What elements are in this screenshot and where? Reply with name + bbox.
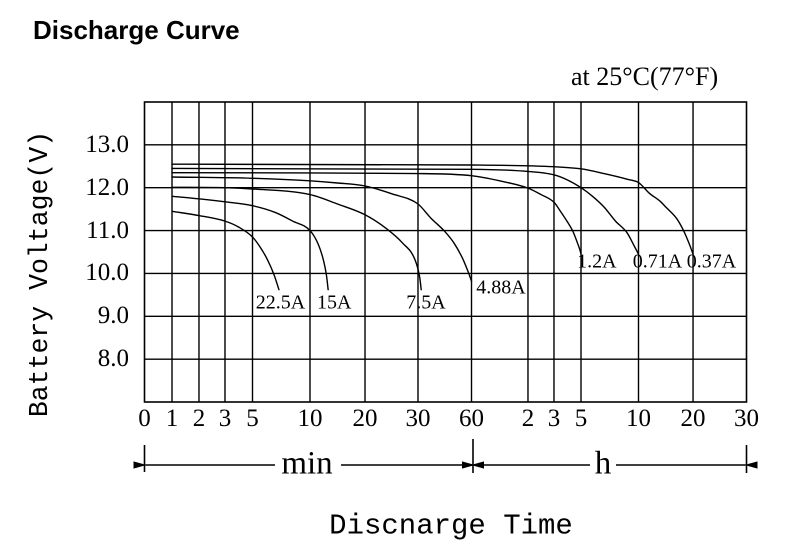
arrowhead-min-left <box>133 461 147 469</box>
y-tick-label-2: 11.0 <box>86 216 129 244</box>
chart-title: Discharge Curve <box>33 15 240 45</box>
plot-border <box>143 101 748 403</box>
x-axis-title: Discnarge Time <box>329 509 573 543</box>
curve-label-22.5A: 22.5A <box>255 291 306 314</box>
x-tick-label-13: 20 <box>680 405 706 432</box>
x-axis-unit-h: h <box>594 445 612 482</box>
curve-label-0.37A: 0.37A <box>686 250 737 273</box>
curve-0.37A <box>171 163 694 255</box>
x-axis-unit-min: min <box>281 445 333 482</box>
x-tick-label-11: 5 <box>574 405 588 432</box>
curve-label-1.2A: 1.2A <box>577 250 617 273</box>
curve-15A <box>171 195 329 291</box>
temperature-condition: at 25°C(77°F) <box>571 62 719 91</box>
y-tick-label-3: 10.0 <box>85 259 129 287</box>
x-tick-label-10: 3 <box>547 405 561 432</box>
y-tick-label-0: 13.0 <box>85 130 129 158</box>
x-tick-label-2: 2 <box>192 405 206 432</box>
x-tick-label-14: 30 <box>734 405 759 432</box>
x-tick-label-12: 10 <box>626 405 651 432</box>
x-tick-label-4: 5 <box>246 405 259 432</box>
x-tick-label-9: 2 <box>521 405 535 432</box>
x-tick-label-1: 1 <box>165 405 179 432</box>
curve-7.5A <box>171 186 422 291</box>
curve-label-7.5A: 7.5A <box>406 291 446 314</box>
curve-label-4.88A: 4.88A <box>476 276 526 299</box>
x-tick-label-3: 3 <box>218 405 232 432</box>
curve-1.2A <box>171 172 582 255</box>
x-tick-label-5: 10 <box>297 405 323 432</box>
arrowhead-min-right <box>471 461 484 469</box>
curve-4.88A <box>171 176 473 282</box>
x-tick-label-6: 20 <box>352 405 378 432</box>
curve-0.71A <box>171 167 640 255</box>
x-tick-label-7: 30 <box>405 405 431 432</box>
curve-label-15A: 15A <box>316 291 352 314</box>
x-tick-label-8: 60 <box>459 405 484 432</box>
arrowhead-h-left <box>462 461 475 469</box>
curve-label-0.71A: 0.71A <box>632 250 683 273</box>
y-tick-label-4: 9.0 <box>97 302 129 330</box>
y-tick-label-5: 8.0 <box>97 345 129 373</box>
curve-22.5A <box>171 210 280 291</box>
arrowhead-h-right <box>744 461 758 469</box>
x-tick-label-0: 0 <box>138 405 151 432</box>
y-tick-label-1: 12.0 <box>85 173 129 201</box>
